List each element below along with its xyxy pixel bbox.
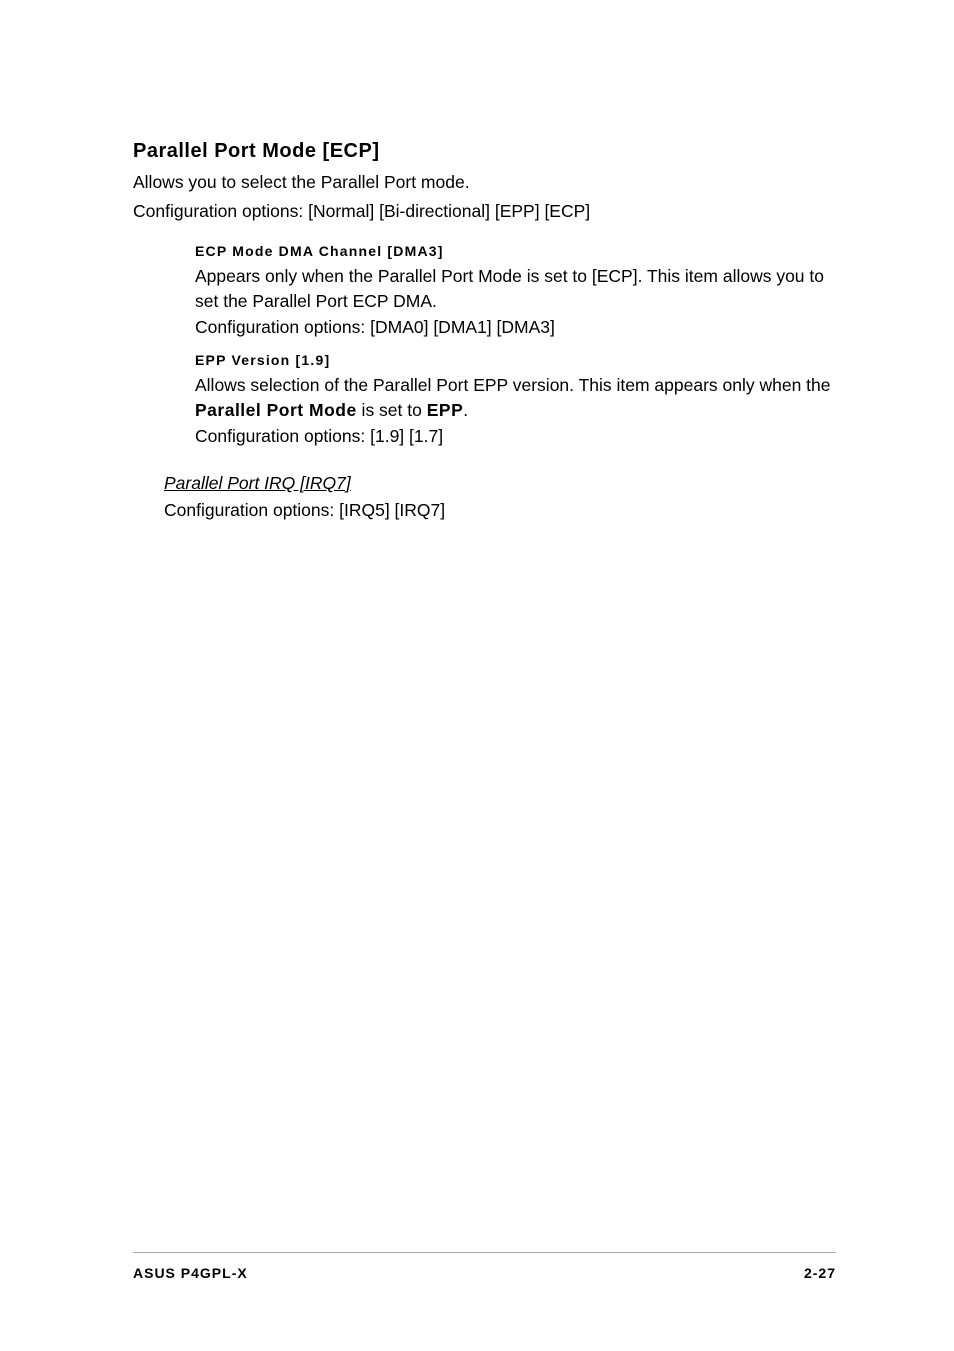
sub-config-ecp: Configuration options: [DMA0] [DMA1] [DM…: [195, 315, 836, 340]
sub-body-epp: Allows selection of the Parallel Port EP…: [195, 373, 836, 424]
document-content: Parallel Port Mode [ECP] Allows you to s…: [133, 140, 836, 524]
epp-bold2: EPP: [427, 400, 464, 420]
irq-section: Parallel Port IRQ [IRQ7] Configuration o…: [164, 471, 836, 524]
epp-text-part3: .: [463, 400, 468, 420]
sub-config-epp: Configuration options: [1.9] [1.7]: [195, 424, 836, 449]
sub-heading-epp: EPP Version [1.9]: [195, 352, 836, 368]
sub-block-ecp: ECP Mode DMA Channel [DMA3] Appears only…: [195, 243, 836, 340]
sub-heading-ecp: ECP Mode DMA Channel [DMA3]: [195, 243, 836, 259]
footer-product: ASUS P4GPL-X: [133, 1265, 248, 1281]
epp-bold1: Parallel Port Mode: [195, 400, 357, 420]
sub-body-ecp: Appears only when the Parallel Port Mode…: [195, 264, 836, 315]
epp-text-part2: is set to: [357, 400, 427, 420]
epp-text-part1: Allows selection of the Parallel Port EP…: [195, 375, 831, 395]
footer-page-number: 2-27: [804, 1265, 836, 1281]
page-footer: ASUS P4GPL-X 2-27: [133, 1252, 836, 1281]
sub-section-1: ECP Mode DMA Channel [DMA3] Appears only…: [195, 243, 836, 461]
irq-heading: Parallel Port IRQ [IRQ7]: [164, 471, 836, 496]
section-heading: Parallel Port Mode [ECP]: [133, 140, 836, 163]
section-description-line2: Configuration options: [Normal] [Bi-dire…: [133, 199, 836, 224]
sub-block-epp: EPP Version [1.9] Allows selection of th…: [195, 352, 836, 449]
irq-config: Configuration options: [IRQ5] [IRQ7]: [164, 498, 836, 523]
section-description-line1: Allows you to select the Parallel Port m…: [133, 170, 836, 195]
